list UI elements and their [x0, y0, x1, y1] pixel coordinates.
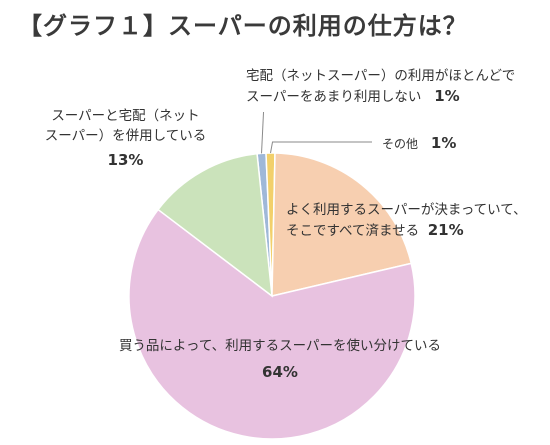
leader-line-other — [270, 141, 372, 154]
pie-slices — [128, 152, 416, 440]
pie-slice-single-store — [271, 152, 413, 297]
slice-label-delivery-line1: 宅配（ネットスーパー）の利用がほとんどで — [246, 68, 516, 84]
pie-slice-combined — [157, 152, 273, 298]
slice-value-multi-store: 64% — [262, 363, 298, 381]
slice-value-single-store: 21% — [427, 221, 464, 239]
slice-value-combined: 13% — [107, 151, 144, 169]
slice-label-delivery: 宅配（ネットスーパー）の利用がほとんどで スーパーをあまり利用しない 1% — [246, 66, 515, 107]
slice-label-combined: スーパーと宅配（ネット スーパー）を併用している 13% — [28, 106, 223, 171]
slice-label-single-store-line2: そこですべて済ませる — [286, 223, 420, 239]
slice-label-multi-store: 買う品によって、利用するスーパーを使い分けている 64% — [100, 336, 460, 383]
slice-label-delivery-line2: スーパーをあまり利用しない — [246, 89, 422, 105]
slice-label-single-store-line1: よく利用するスーパーが決まっていて、 — [286, 202, 527, 218]
leader-lines — [261, 111, 372, 154]
chart-title: 【グラフ１】スーパーの利用の仕方は？ — [18, 12, 468, 40]
slice-label-combined-line2: スーパー）を併用している — [44, 128, 207, 144]
slice-value-delivery: 1% — [434, 87, 460, 105]
slice-label-combined-line1: スーパーと宅配（ネット — [51, 108, 200, 124]
slice-value-other: 1% — [430, 134, 457, 152]
slice-label-single-store: よく利用するスーパーが決まっていて、 そこですべて済ませる 21% — [286, 200, 527, 241]
slice-label-other: その他 1% — [382, 133, 456, 154]
pie-slice-multi-store — [128, 208, 416, 440]
slice-label-other-text: その他 — [382, 137, 419, 151]
leader-line-delivery — [261, 111, 265, 154]
slice-label-multi-store-line1: 買う品によって、利用するスーパーを使い分けている — [118, 338, 442, 354]
